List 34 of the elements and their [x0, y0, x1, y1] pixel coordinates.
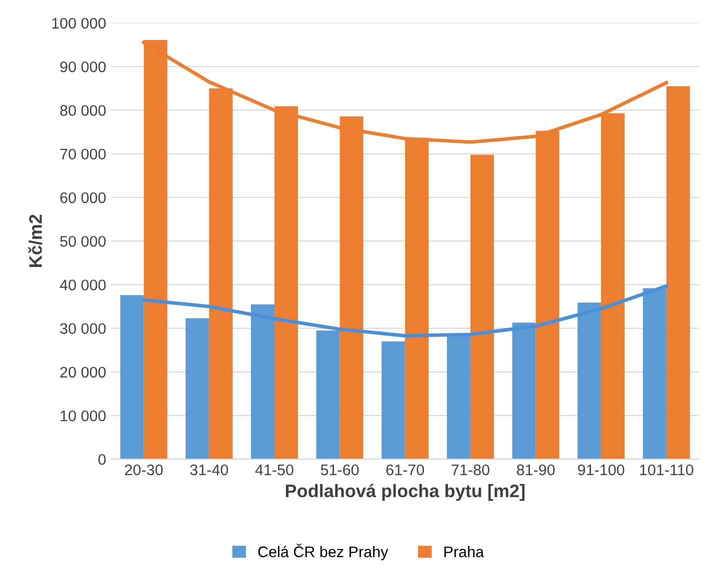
y-tick-label: 50 000 [60, 236, 106, 247]
x-tick-label: 91-100 [578, 464, 624, 476]
y-tick-label: 20 000 [60, 366, 106, 378]
x-tick-label: 20-30 [125, 464, 163, 476]
y-tick-label: 80 000 [60, 105, 106, 116]
y-tick-label: 100 000 [52, 18, 106, 29]
bar [578, 302, 602, 460]
line-series [142, 284, 668, 338]
x-tick-label: 31-40 [190, 464, 228, 476]
bar [642, 288, 666, 460]
bar [250, 304, 274, 460]
legend-label: Praha [444, 546, 484, 558]
y-tick-label: 90 000 [60, 61, 106, 72]
x-tick-label: 71-80 [452, 464, 490, 476]
x-tick-label: 61-70 [386, 464, 424, 476]
x-tick-label: 41-50 [255, 464, 294, 476]
x-tick-label: 51-60 [320, 464, 359, 476]
bar [470, 154, 494, 460]
y-tick-label: 70 000 [60, 148, 106, 160]
y-tick-label: 30 000 [60, 323, 106, 334]
bar [382, 341, 406, 460]
bar [186, 318, 210, 460]
legend-label: Celá ČR bez Prahy [258, 544, 388, 560]
y-tick-label: 60 000 [60, 192, 106, 204]
bar [316, 330, 340, 460]
y-tick-label: 40 000 [60, 280, 106, 290]
bar [512, 322, 536, 460]
x-tick-label: 81-90 [516, 464, 555, 476]
y-axis-title: Kč/m2 [28, 214, 42, 267]
y-tick-label: 10 000 [60, 410, 106, 422]
x-tick-label: 101-110 [640, 464, 694, 476]
y-tick-label: 0 [98, 454, 106, 465]
bar [120, 295, 144, 460]
x-axis-title: Podlahová plocha bytu [m2] [286, 484, 524, 501]
